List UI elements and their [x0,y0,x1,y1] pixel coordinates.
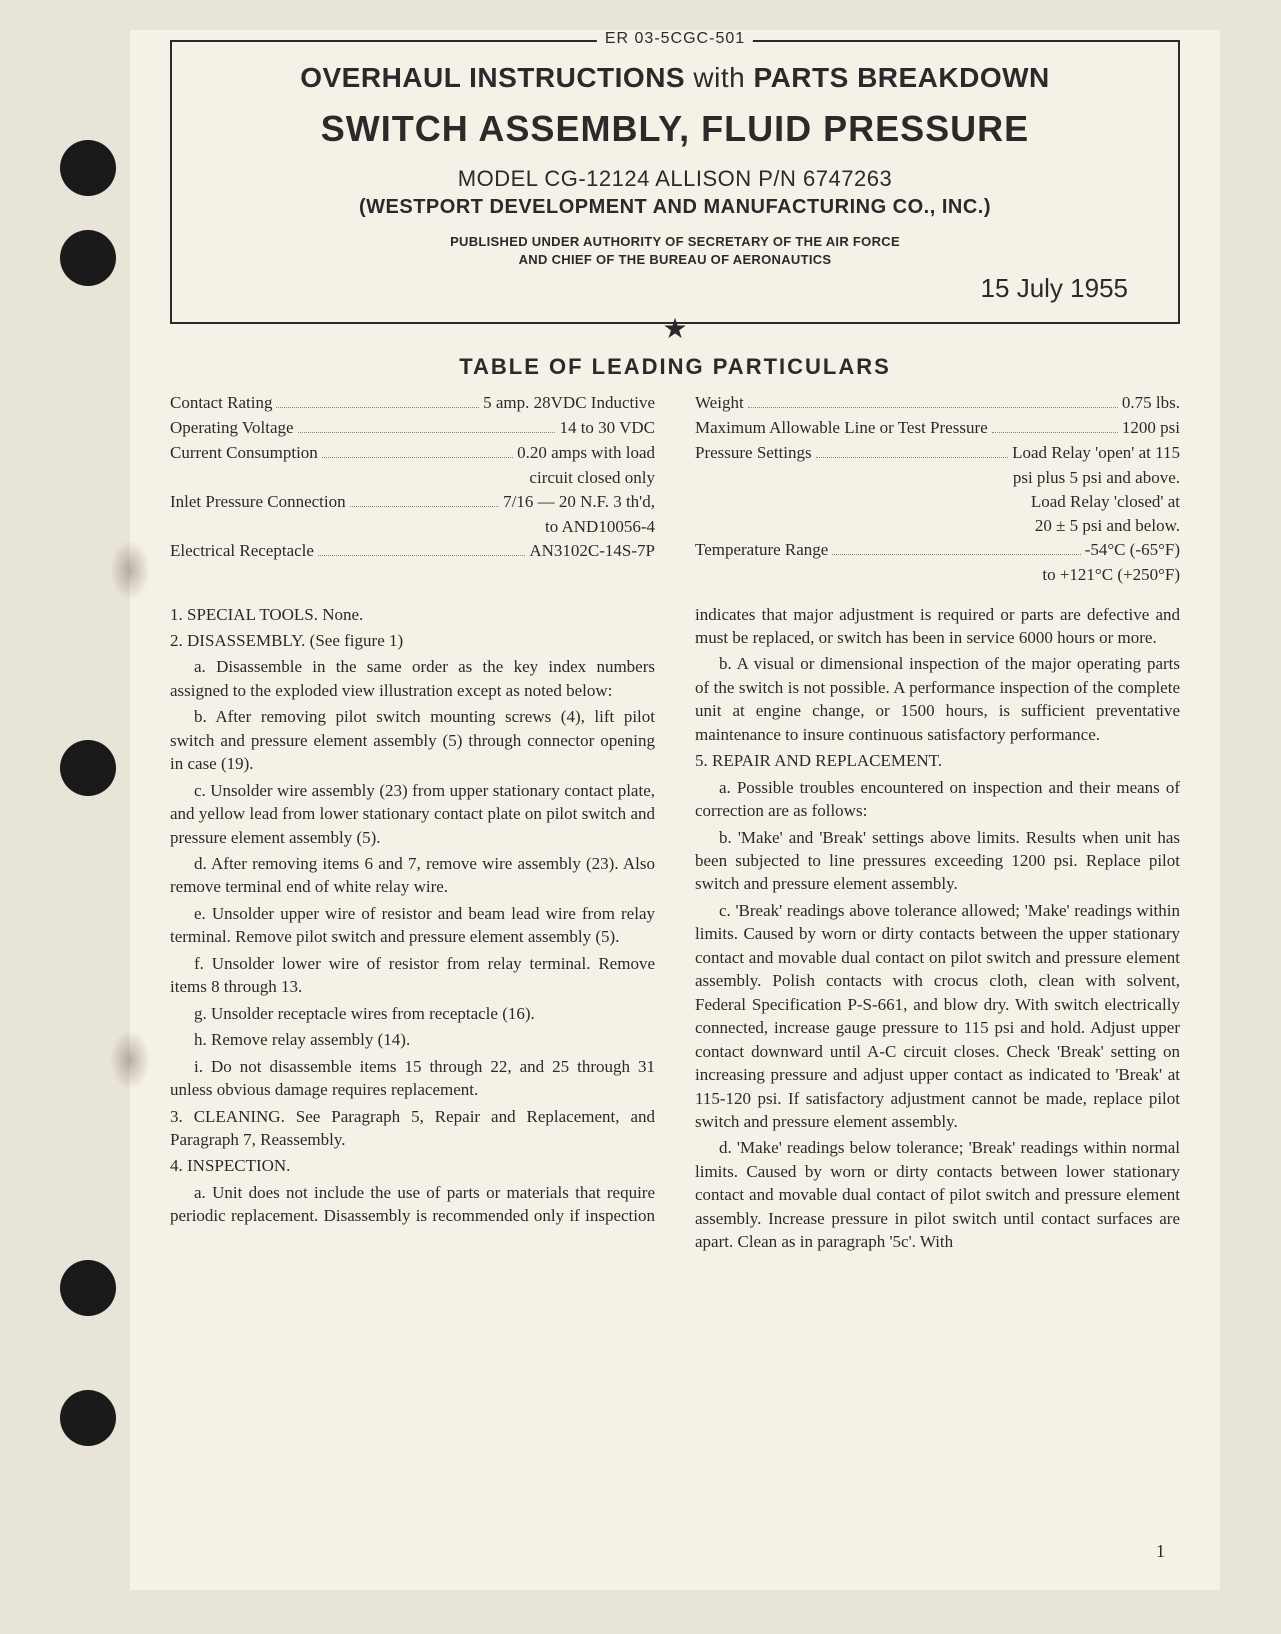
title1-part-a: OVERHAUL INSTRUCTIONS [300,62,685,93]
particulars-row: Inlet Pressure Connection 7/16 — 20 N.F. … [170,491,655,514]
body-paragraph: c. Unsolder wire assembly (23) from uppe… [170,779,655,849]
particulars-left-col: Contact Rating5 amp. 28VDC InductiveOper… [170,392,655,588]
punch-hole [60,1390,116,1446]
leader-dots [748,407,1118,408]
particulars-title: TABLE OF LEADING PARTICULARS [130,354,1220,380]
particulars-row: Temperature Range -54°C (-65°F) [695,539,1180,562]
particulars-label: Temperature Range [695,539,828,562]
leader-dots [832,554,1080,555]
company-line: (WESTPORT DEVELOPMENT AND MANUFACTURING … [202,196,1148,219]
body-paragraph: d. 'Make' readings below tolerance; 'Bre… [695,1136,1180,1253]
particulars-value: Load Relay 'open' at 115 [1012,442,1180,465]
particulars-row: Contact Rating 5 amp. 28VDC Inductive [170,392,655,415]
particulars-value: 0.75 lbs. [1122,392,1180,415]
body-paragraph: c. 'Break' readings above tolerance allo… [695,899,1180,1134]
punch-hole [60,140,116,196]
particulars-value-cont: circuit closed only [170,467,655,489]
body-paragraph: a. Disassemble in the same order as the … [170,655,655,702]
punch-hole [60,230,116,286]
particulars-label: Electrical Receptacle [170,540,314,563]
body-paragraph: 4. INSPECTION. [170,1154,655,1177]
leader-dots [298,432,556,433]
leader-dots [992,432,1118,433]
particulars-row: Weight 0.75 lbs. [695,392,1180,415]
body-text: 1. SPECIAL TOOLS. None. 2. DISASSEMBLY. (… [170,603,1180,1254]
title-box: ER 03-5CGC-501 OVERHAUL INSTRUCTIONS wit… [170,40,1180,324]
particulars-label: Current Consumption [170,442,318,465]
title1-part-b: with [685,62,753,93]
punch-hole [60,740,116,796]
document-id: ER 03-5CGC-501 [597,30,753,48]
body-paragraph: b. After removing pilot switch mounting … [170,705,655,775]
particulars-value: 1200 psi [1122,417,1180,440]
body-paragraph: 2. DISASSEMBLY. (See figure 1) [170,629,655,652]
particulars-label: Maximum Allowable Line or Test Pressure [695,417,988,440]
particulars-label: Contact Rating [170,392,272,415]
body-paragraph: i. Do not disassemble items 15 through 2… [170,1055,655,1102]
document-page: ER 03-5CGC-501 OVERHAUL INSTRUCTIONS wit… [130,30,1220,1590]
particulars-row: Pressure Settings Load Relay 'open' at 11… [695,442,1180,465]
title-line-1: OVERHAUL INSTRUCTIONS with PARTS BREAKDO… [202,62,1148,94]
scan-smudge [110,540,150,600]
particulars-label: Operating Voltage [170,417,294,440]
body-paragraph: 1. SPECIAL TOOLS. None. [170,603,655,626]
particulars-value: 7/16 — 20 N.F. 3 th'd, [503,491,655,514]
leader-dots [350,506,499,507]
particulars-value: AN3102C-14S-7P [529,540,655,563]
particulars-row: Electrical Receptacle AN3102C-14S-7P [170,540,655,563]
particulars-label: Inlet Pressure Connection [170,491,346,514]
authority-line-2: AND CHIEF OF THE BUREAU OF AERONAUTICS [202,251,1148,269]
scan-smudge [110,1030,150,1090]
date: 15 July 1955 [202,273,1148,304]
authority-line-1: PUBLISHED UNDER AUTHORITY OF SECRETARY O… [202,233,1148,251]
particulars-value-cont: 20 ± 5 psi and below. [695,515,1180,537]
body-paragraph: e. Unsolder upper wire of resistor and b… [170,902,655,949]
punch-hole [60,1260,116,1316]
body-paragraph: b. 'Make' and 'Break' settings above lim… [695,826,1180,896]
body-paragraph: 5. REPAIR AND REPLACEMENT. [695,749,1180,772]
particulars-value: 0.20 amps with load [517,442,655,465]
leader-dots [276,407,479,408]
particulars-row: Operating Voltage 14 to 30 VDC [170,417,655,440]
body-paragraph: g. Unsolder receptacle wires from recept… [170,1002,655,1025]
particulars-label: Pressure Settings [695,442,812,465]
body-paragraph: d. After removing items 6 and 7, remove … [170,852,655,899]
title1-part-c: PARTS BREAKDOWN [753,62,1049,93]
particulars-value-cont: to AND10056-4 [170,516,655,538]
particulars-value-cont: to +121°C (+250°F) [695,564,1180,586]
page-number: 1 [1156,1541,1165,1562]
particulars-value: -54°C (-65°F) [1085,539,1180,562]
body-paragraph: a. Possible troubles encountered on insp… [695,776,1180,823]
leader-dots [816,457,1008,458]
body-paragraph: f. Unsolder lower wire of resistor from … [170,952,655,999]
body-paragraph: h. Remove relay assembly (14). [170,1028,655,1051]
particulars-value: 5 amp. 28VDC Inductive [483,392,655,415]
body-paragraph: b. A visual or dimensional inspection of… [695,652,1180,746]
title-line-2: SWITCH ASSEMBLY, FLUID PRESSURE [202,108,1148,150]
particulars-row: Maximum Allowable Line or Test Pressure 1… [695,417,1180,440]
body-paragraph: 3. CLEANING. See Paragraph 5, Repair and… [170,1105,655,1152]
leader-dots [322,457,513,458]
particulars-row: Current Consumption 0.20 amps with load [170,442,655,465]
particulars-value: 14 to 30 VDC [559,417,655,440]
particulars-table: Contact Rating5 amp. 28VDC InductiveOper… [170,392,1180,588]
particulars-label: Weight [695,392,744,415]
particulars-value-cont: Load Relay 'closed' at [695,491,1180,513]
model-line: MODEL CG-12124 ALLISON P/N 6747263 [202,166,1148,192]
particulars-right-col: Weight0.75 lbs.Maximum Allowable Line or… [695,392,1180,588]
leader-dots [318,555,525,556]
particulars-value-cont: psi plus 5 psi and above. [695,467,1180,489]
